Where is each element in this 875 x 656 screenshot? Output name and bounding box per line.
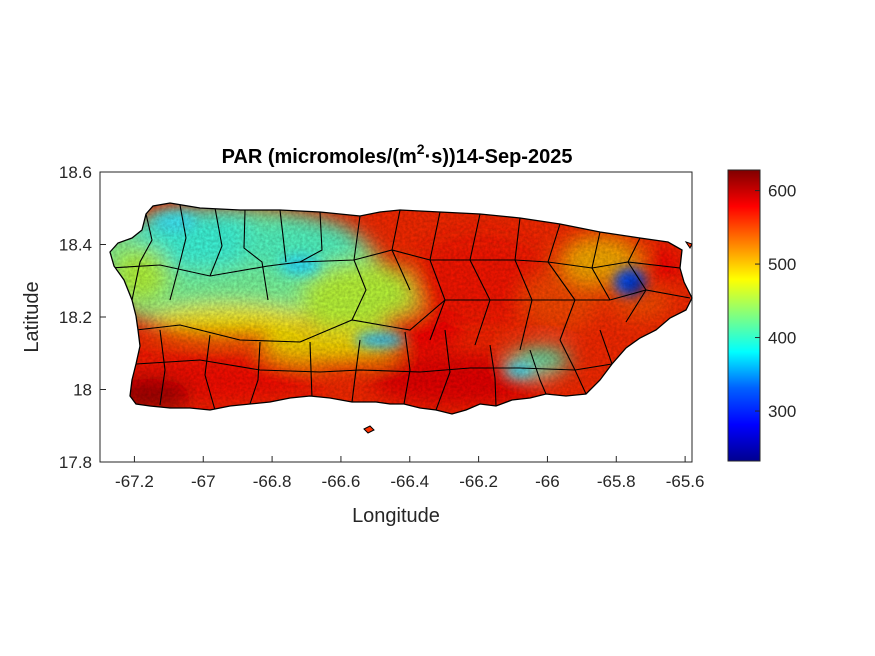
colorbar	[727, 169, 761, 462]
x-tick-label: -67.2	[115, 472, 154, 491]
x-tick-label: -66.8	[253, 472, 292, 491]
y-tick-label: 18.6	[59, 163, 92, 182]
x-tick-label: -67	[191, 472, 216, 491]
y-tick-label: 18.2	[59, 308, 92, 327]
colorbar-tick-label: 500	[768, 255, 796, 274]
x-axis-label: Longitude	[352, 505, 440, 527]
small-island	[684, 241, 693, 249]
y-tick-label: 18	[73, 381, 92, 400]
chart-title: PAR (micromoles/(m2·s))14-Sep-2025	[222, 141, 573, 168]
colorbar-ticks: 300 400 500 600	[755, 182, 796, 421]
y-axis: 17.8 18 18.2 18.4 18.6	[59, 163, 106, 472]
y-tick-label: 18.4	[59, 236, 92, 255]
x-tick-label: -66.6	[322, 472, 361, 491]
y-tick-label: 17.8	[59, 453, 92, 472]
colorbar-tick-label: 600	[768, 182, 796, 201]
par-heatmap	[110, 203, 692, 414]
small-island	[363, 425, 375, 434]
x-tick-label: -65.8	[597, 472, 636, 491]
x-tick-label: -66.4	[390, 472, 429, 491]
y-axis-label: Latitude	[21, 281, 43, 352]
municipality-borders	[110, 204, 691, 411]
x-tick-label: -65.6	[666, 472, 705, 491]
x-tick-label: -66.2	[459, 472, 498, 491]
colorbar-tick-label: 400	[768, 329, 796, 348]
x-tick-label: -66	[535, 472, 560, 491]
colorbar-tick-label: 300	[768, 402, 796, 421]
x-axis: -67.2 -67 -66.8 -66.6 -66.4 -66.2 -66 -65.8 -65.…	[115, 456, 704, 491]
